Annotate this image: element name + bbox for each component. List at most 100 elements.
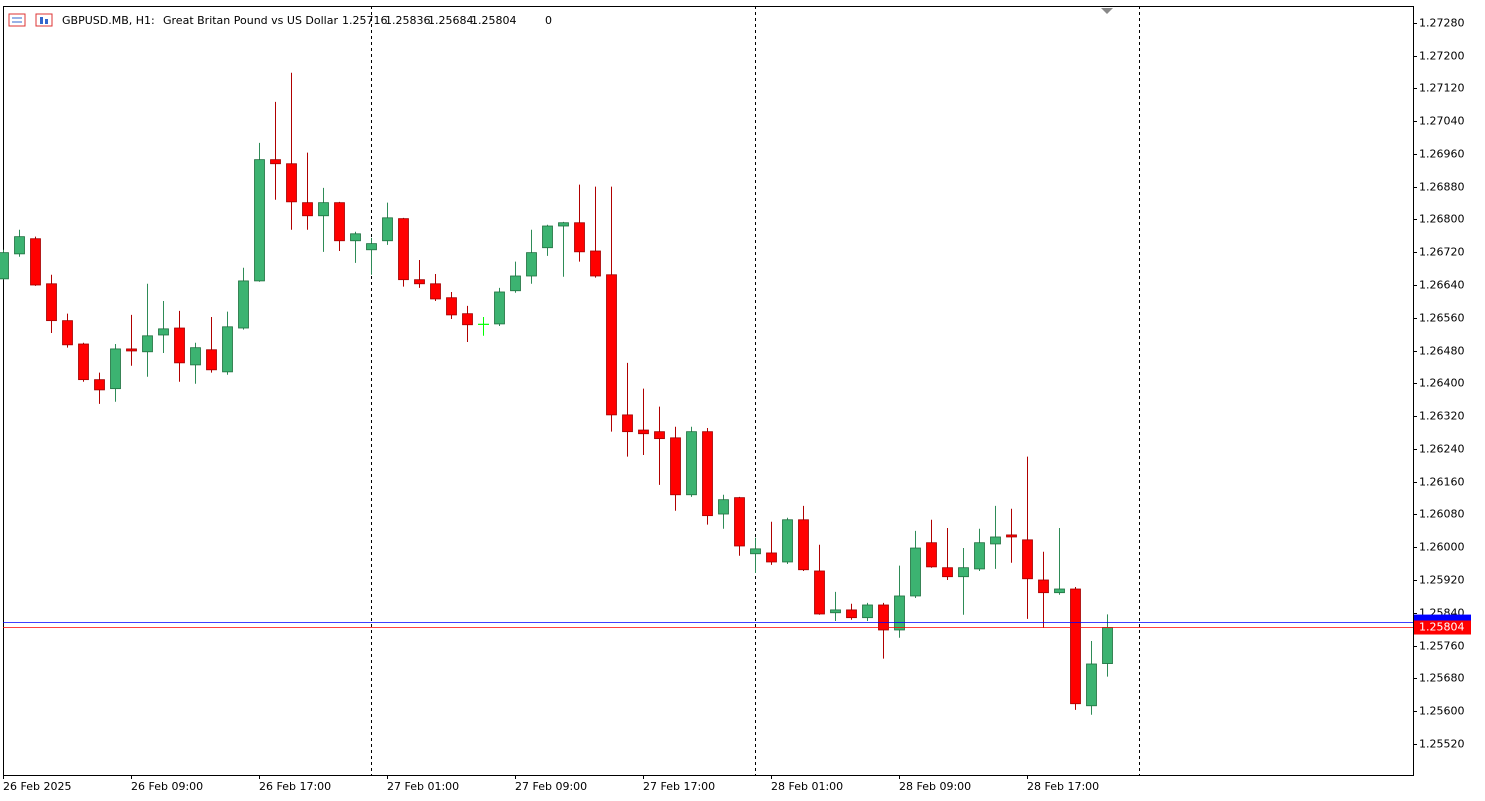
x-tick-label: 28 Feb 09:00 [899,780,971,793]
candle-body [702,431,713,517]
candle-body [254,159,265,282]
candle-body [350,233,361,242]
candle-body [1022,539,1033,580]
y-tick-label: 1.27120 [1419,82,1465,95]
candle-body [94,379,105,391]
candle-body [622,414,633,433]
candle-body [334,202,345,242]
candle-body [398,218,409,281]
candle-body [30,238,41,286]
y-tick-label: 1.26720 [1419,246,1465,259]
candle-body [206,349,217,371]
header-low: 1.25684 [428,14,474,27]
candle-body [62,320,73,346]
y-tick-label: 1.26240 [1419,443,1465,456]
y-tick-label: 1.26480 [1419,345,1465,358]
y-tick-label: 1.26160 [1419,476,1465,489]
candle-body [926,542,937,568]
bid-label-box [1414,620,1471,635]
y-tick-label: 1.26000 [1419,541,1465,554]
candle-body [1038,579,1049,594]
y-tick-label: 1.26400 [1419,377,1465,390]
candle-body [574,222,585,253]
candle-body [14,236,25,255]
candle-body [558,222,569,227]
candle-body [494,291,505,325]
y-tick-label: 1.27280 [1419,17,1465,30]
y-tick-label: 1.26880 [1419,181,1465,194]
candle-body [862,604,873,619]
candle-body [590,250,601,277]
header-open: 1.25716 [342,14,388,27]
y-tick-label: 1.26960 [1419,148,1465,161]
x-tick-label: 28 Feb 01:00 [771,780,843,793]
candle-body [958,567,969,578]
header-high: 1.25836 [385,14,431,27]
header-close: 1.25804 [471,14,517,27]
candle-body [542,225,553,249]
candle-body [318,202,329,217]
candle-body [894,595,905,631]
candle-body [910,547,921,597]
candle-body [142,335,153,353]
candle-body [446,297,457,316]
description: Great Britan Pound vs US Dollar [163,14,338,27]
candle-body [686,431,697,496]
icon-list [8,13,26,27]
candle-body [654,431,665,440]
candle-body [270,159,281,165]
candle-body [0,252,9,280]
y-tick-label: 1.26800 [1419,213,1465,226]
candle-body [846,609,857,619]
x-tick-label: 27 Feb 09:00 [515,780,587,793]
y-tick-label: 1.26640 [1419,279,1465,292]
bid-label: 1.25804 [1419,621,1465,634]
candle-body [526,252,537,277]
candle-body [670,437,681,496]
x-tick-label: 27 Feb 01:00 [387,780,459,793]
symbol: GBPUSD.MB, H1: [62,14,155,27]
candle-body [46,283,57,322]
x-tick-label: 28 Feb 17:00 [1027,780,1099,793]
candle-body [1102,627,1113,664]
x-tick-label: 26 Feb 09:00 [131,780,203,793]
y-tick-label: 1.26320 [1419,410,1465,423]
candle-body [510,275,521,292]
candle-body [1086,663,1097,707]
candle-body [1054,588,1065,594]
candle-body [286,163,297,203]
candle-body [430,283,441,300]
candle-body [158,328,169,336]
candle-body [1070,588,1081,705]
x-tick-label: 26 Feb 2025 [3,780,71,793]
icon-bar [45,19,48,24]
header-icons [8,13,53,27]
candle-body [718,499,729,515]
candle-body [78,343,89,381]
icon-chart [35,13,53,27]
plot-frame [3,6,1414,776]
y-tick-label: 1.27200 [1419,50,1465,63]
candle-body [302,202,313,217]
candle-body [990,536,1001,545]
candle-body [606,274,617,416]
x-tick-label: 26 Feb 17:00 [259,780,331,793]
candle-body [974,542,985,570]
candle-body [638,429,649,435]
candle-body [382,217,393,242]
y-tick-label: 1.25760 [1419,640,1465,653]
candle-body [1006,534,1017,538]
candle-body [878,604,889,631]
candle-body [366,243,377,251]
candle-body [942,567,953,578]
candle-body [174,327,185,364]
y-tick-label: 1.26560 [1419,312,1465,325]
y-tick-label: 1.25920 [1419,574,1465,587]
y-tick-label: 1.27040 [1419,115,1465,128]
candle-body [190,347,201,366]
candle-body [782,519,793,563]
y-tick-label: 1.25600 [1419,705,1465,718]
candle-body [830,609,841,614]
